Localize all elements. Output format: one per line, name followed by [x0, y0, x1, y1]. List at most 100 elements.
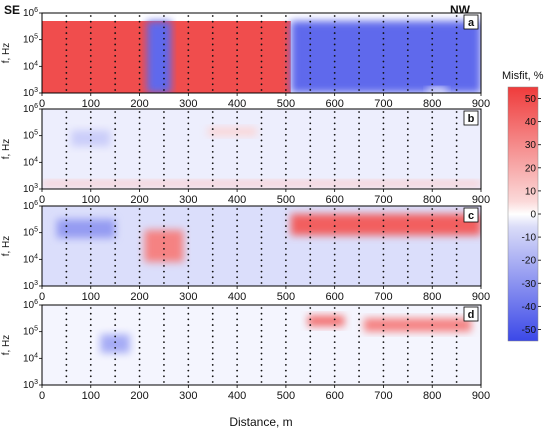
y-tick-label: 103 [23, 379, 38, 391]
station-dot [284, 72, 287, 74]
station-dot [309, 66, 312, 69]
station-dot [187, 208, 190, 210]
station-dot [309, 49, 312, 52]
y-axis-label: f, Hz [1, 43, 12, 64]
station-dot [138, 139, 141, 142]
station-dot [358, 282, 360, 284]
station-dot [236, 341, 239, 344]
station-dot [65, 145, 68, 148]
station-dot [187, 247, 190, 250]
station-dot [163, 66, 165, 69]
station-dot [114, 230, 117, 233]
station-dot [138, 72, 141, 74]
x-tick-label: 200 [130, 194, 148, 206]
station-dot [114, 312, 117, 315]
station-dot [65, 352, 68, 355]
station-dot [260, 185, 263, 187]
station-dot [187, 145, 190, 148]
station-dot [236, 364, 239, 366]
station-dot [260, 270, 263, 273]
station-dot [309, 341, 312, 344]
station-dot [163, 168, 165, 170]
station-dot [163, 89, 165, 91]
station-dot [309, 282, 312, 284]
station-dot [89, 145, 92, 148]
misfit-field [42, 305, 481, 385]
station-dot [114, 133, 117, 136]
station-dot [163, 346, 165, 349]
station-dot [211, 253, 214, 256]
station-dot [309, 60, 312, 63]
station-dot [406, 253, 409, 256]
station-dot [236, 185, 239, 187]
station-dot [333, 89, 336, 91]
station-dot [114, 60, 117, 63]
station-dot [114, 236, 117, 239]
station-dot [455, 156, 458, 159]
station-dot [382, 213, 385, 216]
station-dot [358, 15, 360, 17]
station-dot [236, 60, 239, 63]
station-dot [406, 307, 409, 309]
station-dot [187, 335, 190, 338]
station-dot [309, 247, 312, 250]
station-dot [382, 89, 385, 91]
station-dot [114, 369, 117, 372]
station-dot [309, 83, 312, 86]
station-dot [187, 329, 190, 332]
station-dot [382, 329, 385, 332]
station-dot [455, 208, 458, 210]
x-tick-label: 600 [325, 390, 343, 402]
station-dot [65, 66, 68, 69]
station-dot [138, 15, 141, 17]
station-dot [455, 168, 458, 170]
x-tick-label: 800 [423, 291, 441, 303]
station-dot [65, 230, 68, 233]
station-dot [284, 15, 287, 17]
station-dot [65, 276, 68, 279]
station-dot [114, 208, 117, 210]
station-dot [431, 324, 434, 326]
station-dot [187, 111, 190, 113]
station-dot [65, 116, 68, 119]
station-dot [358, 77, 360, 80]
station-dot [260, 242, 263, 245]
station-dot [309, 26, 312, 29]
station-dot [163, 247, 165, 250]
station-dot [89, 230, 92, 233]
station-dot [358, 307, 360, 309]
station-dot [431, 26, 434, 29]
station-dot [455, 43, 458, 46]
station-dot [455, 265, 458, 267]
station-dot [406, 156, 409, 159]
panel-label: c [463, 207, 479, 223]
misfit-field [42, 109, 481, 189]
station-dot [406, 282, 409, 284]
station-dot [358, 208, 360, 210]
station-dot [431, 173, 434, 176]
station-dot [138, 282, 141, 284]
station-dot [163, 375, 165, 378]
station-dot [65, 312, 68, 315]
station-dot [138, 54, 141, 57]
colorbar-tick-label: 10 [525, 186, 537, 197]
station-dot [455, 276, 458, 279]
y-tick-label: 106 [23, 7, 38, 19]
station-dot [138, 276, 141, 279]
station-dot [65, 26, 68, 29]
station-dot [138, 369, 141, 372]
station-dot [309, 259, 312, 262]
station-dot [284, 265, 287, 267]
station-dot [309, 230, 312, 233]
station-dot [309, 168, 312, 170]
station-dot [406, 162, 409, 165]
station-dot [431, 208, 434, 210]
panel-label-box [463, 110, 479, 126]
station-dot [114, 276, 117, 279]
station-dot [187, 276, 190, 279]
station-dot [65, 213, 68, 216]
station-dot [89, 26, 92, 29]
station-dot [89, 329, 92, 332]
station-dot [431, 236, 434, 239]
station-dot [89, 150, 92, 153]
